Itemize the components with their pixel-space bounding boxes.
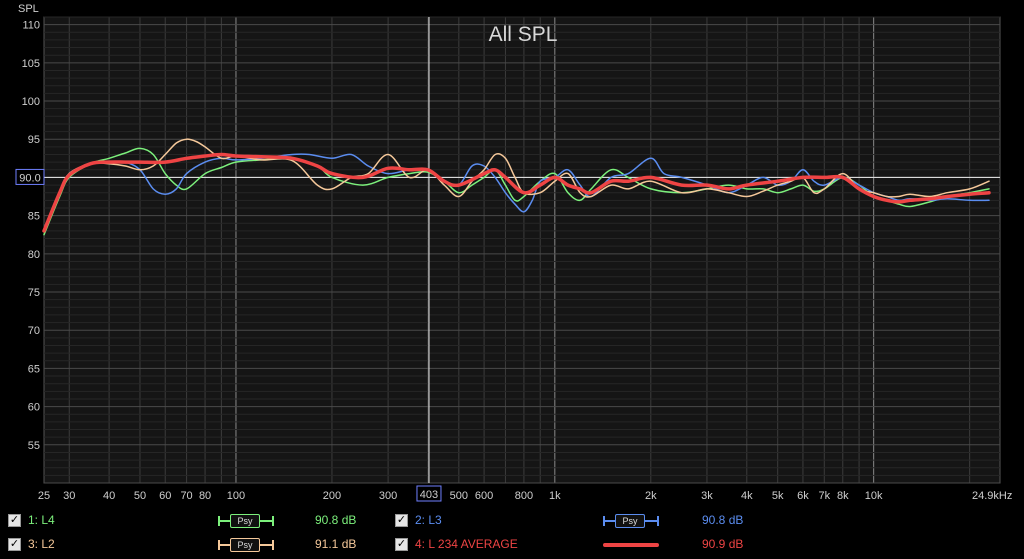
x-tick-label: 1k (549, 490, 561, 502)
x-axis-unit-label: 24.9kHz (972, 490, 1012, 502)
legend-value: 90.8 dB (702, 513, 744, 527)
legend-row: ✓ 3: L2 Psy 91.1 dB ✓ 4: L 234 AVERAGE 9… (0, 532, 1024, 556)
series-line-3 (43, 138, 990, 232)
legend-marker-l3: Psy (603, 514, 659, 528)
x-tick-label: 30 (63, 490, 75, 502)
legend: ✓ 1: L4 Psy 90.8 dB ✓ 2: L3 Psy 90.8 dB … (0, 505, 1024, 559)
x-tick-label: 3k (701, 490, 713, 502)
legend-value: 90.8 dB (315, 513, 357, 527)
cursor-y-readout-box (15, 168, 45, 185)
series-lines (42, 138, 991, 236)
legend-label: 1: L4 (28, 513, 55, 527)
spl-chart[interactable]: 556065707580859095100105110 253040506070… (0, 0, 1024, 505)
series-line-1 (43, 147, 990, 236)
x-tick-label: 800 (515, 490, 533, 502)
x-tick-label: 5k (772, 490, 784, 502)
y-tick-label: 80 (28, 249, 40, 261)
x-tick-label: 4k (741, 490, 753, 502)
x-axis: 25 30 40 50 60 70 80 100 200 300 500 600 800 1k 2k 3k 4k… (38, 490, 883, 502)
plot-area-background (43, 16, 1001, 484)
legend-row: ✓ 1: L4 Psy 90.8 dB ✓ 2: L3 Psy 90.8 dB (0, 508, 1024, 532)
legend-marker-average (603, 543, 659, 547)
y-tick-label: 70 (28, 325, 40, 337)
y-axis-label: SPL (18, 3, 39, 15)
y-tick-label: 65 (28, 363, 40, 375)
x-tick-label: 300 (379, 490, 397, 502)
legend-marker-l4: Psy (218, 514, 274, 528)
legend-entry-l4[interactable]: ✓ 1: L4 (8, 508, 55, 532)
legend-checkbox[interactable]: ✓ (8, 537, 21, 551)
x-tick-label: 40 (103, 490, 115, 502)
y-tick-label: 85 (28, 211, 40, 223)
legend-label: 2: L3 (415, 513, 442, 527)
legend-value: 91.1 dB (315, 537, 357, 551)
y-tick-label: 110 (22, 20, 40, 32)
psy-badge: Psy (615, 514, 645, 528)
x-tick-label: 25 (38, 490, 50, 502)
x-tick-label: 8k (837, 490, 849, 502)
y-tick-label: 100 (22, 96, 40, 108)
x-tick-label: 80 (199, 490, 211, 502)
cursor-y-readout: 90.0 (19, 172, 40, 184)
x-tick-label: 50 (134, 490, 146, 502)
legend-entry-l2[interactable]: ✓ 3: L2 (8, 532, 55, 556)
cursor-x-readout: 403 (420, 489, 438, 501)
y-tick-label: 60 (28, 402, 40, 414)
legend-checkbox[interactable]: ✓ (8, 513, 21, 527)
psy-badge: Psy (230, 514, 260, 528)
x-tick-label: 600 (475, 490, 493, 502)
x-tick-label: 200 (323, 490, 341, 502)
legend-value: 90.9 dB (702, 537, 744, 551)
legend-entry-average[interactable]: ✓ 4: L 234 AVERAGE (395, 532, 518, 556)
y-tick-label: 95 (28, 134, 40, 146)
x-tick-label: 60 (159, 490, 171, 502)
legend-label: 4: L 234 AVERAGE (415, 537, 518, 551)
legend-marker-l2: Psy (218, 538, 274, 552)
x-tick-label: 7k (818, 490, 830, 502)
x-tick-label: 70 (180, 490, 192, 502)
y-axis: 556065707580859095100105110 (22, 20, 40, 452)
chart-title: All SPL (489, 23, 558, 46)
y-tick-label: 105 (22, 58, 40, 70)
cursor[interactable]: 90.0 403 (15, 17, 1000, 502)
x-tick-label: 6k (797, 490, 809, 502)
x-tick-label: 10k (865, 490, 883, 502)
psy-badge: Psy (230, 538, 260, 552)
y-tick-label: 75 (28, 287, 40, 299)
grid (44, 16, 1000, 484)
x-tick-label: 100 (227, 490, 245, 502)
series-line-2 (43, 153, 990, 232)
y-tick-label: 55 (28, 440, 40, 452)
legend-entry-l3[interactable]: ✓ 2: L3 (395, 508, 442, 532)
x-tick-label: 500 (450, 490, 468, 502)
series-line-4 (42, 152, 991, 233)
legend-label: 3: L2 (28, 537, 55, 551)
cursor-x-readout-box (416, 485, 442, 502)
legend-checkbox[interactable]: ✓ (395, 513, 408, 527)
x-tick-label: 2k (645, 490, 657, 502)
legend-checkbox[interactable]: ✓ (395, 537, 408, 551)
